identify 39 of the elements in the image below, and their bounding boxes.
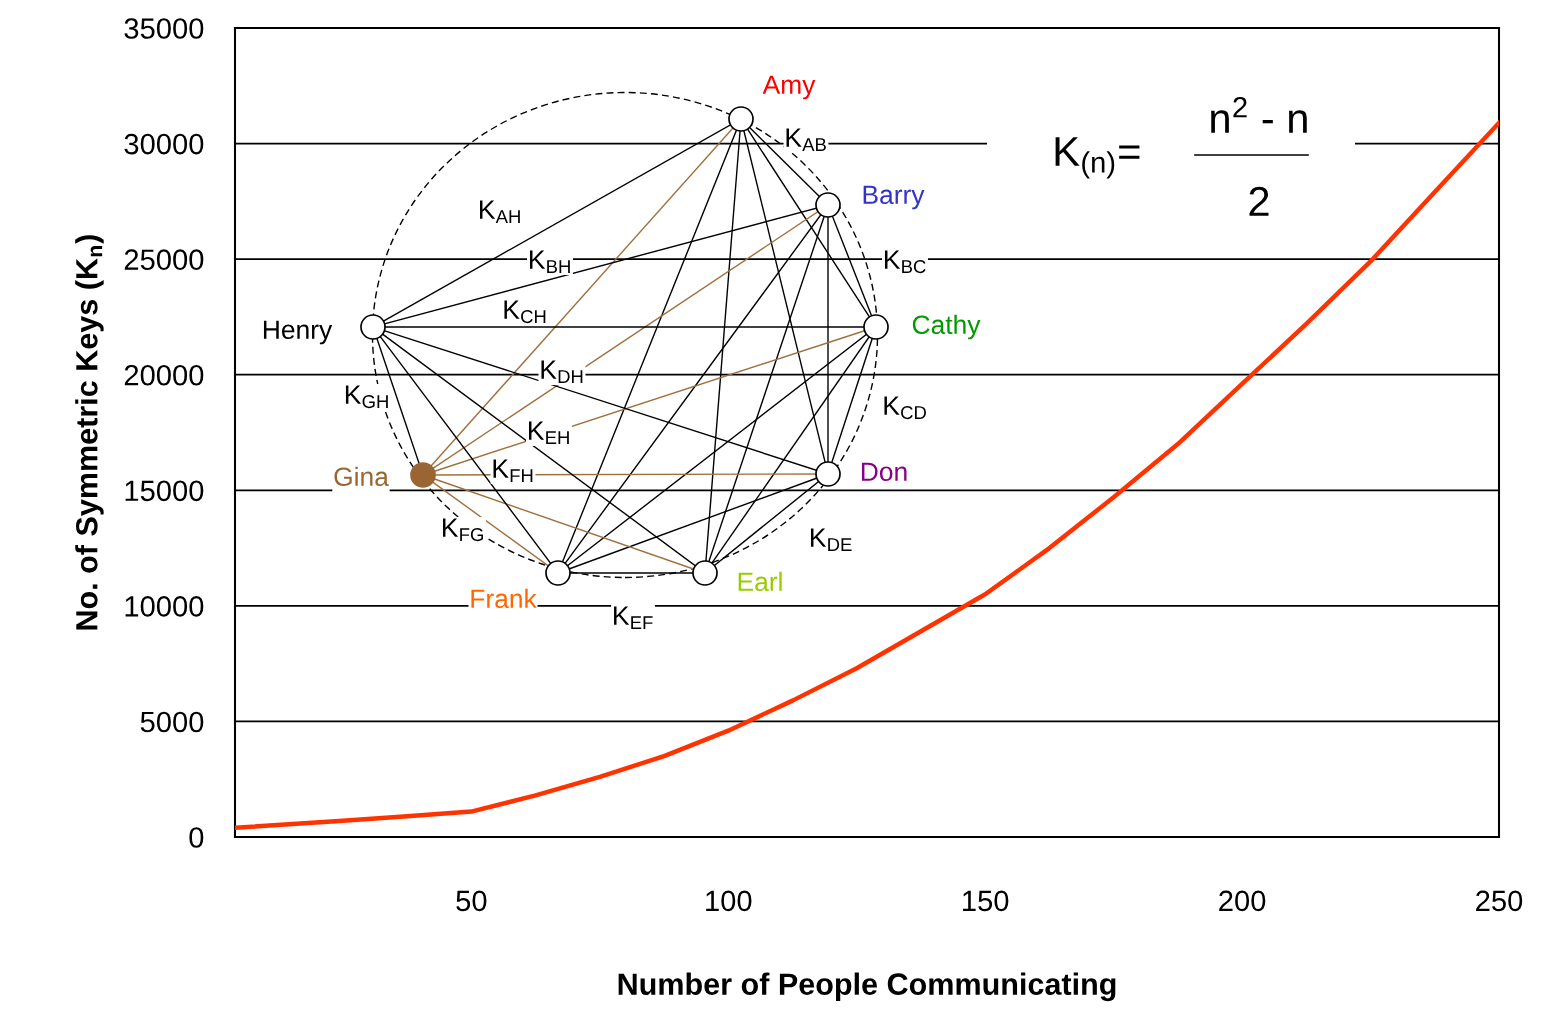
annotation: Cathy [912, 314, 981, 340]
y-tick-label: 10000 [125, 596, 204, 617]
annotation: n$^{2}$ - n [1211, 96, 1307, 133]
annotation: K$_{DH}$ [541, 360, 583, 383]
y-tick-label: 20000 [124, 364, 204, 386]
y-tick-label: 25000 [124, 249, 204, 270]
x-tick-label: 150 [963, 890, 1009, 912]
annotation: Barry [863, 185, 925, 210]
x-tick-label: 50 [456, 890, 487, 912]
annotation: K$_{DE}$ [811, 528, 852, 551]
annotation: K$_{CD}$ [884, 396, 926, 420]
x-axis-title: Number of People Communicating [618, 972, 1116, 1002]
annotation: Gina [334, 466, 389, 487]
annotation: Amy [762, 75, 816, 100]
annotation: K$_{AB}$ [786, 128, 826, 151]
annotation: K$_{EF}$ [614, 606, 653, 629]
y-tick-label: 5000 [140, 711, 204, 733]
y-axis-title: No. of Symmetric Keys (K$_{n}$) [75, 235, 104, 630]
y-tick-label: 30000 [124, 133, 204, 155]
y-tick-label: 0 [189, 827, 204, 848]
annotation: K$_{FH}$ [493, 459, 533, 482]
annotation: Henry [263, 320, 333, 345]
annotation: K$_{AH}$ [480, 200, 520, 223]
annotation: K$_{BH}$ [530, 250, 570, 273]
annotation: K$_{EH}$ [529, 421, 569, 444]
annotation: K$_{GH}$ [345, 385, 388, 409]
annotation: Earl [738, 571, 782, 592]
annotation: K$_{CH}$ [504, 300, 546, 324]
annotation: K$_{(n)}$= [1055, 137, 1140, 179]
annotation: Don [861, 462, 907, 482]
x-tick-label: 200 [1219, 890, 1266, 912]
x-tick-label: 100 [706, 890, 752, 912]
annotation: 2 [1249, 186, 1269, 216]
y-tick-label: 35000 [124, 18, 204, 39]
x-tick-label: 250 [1476, 890, 1523, 912]
y-tick-label: 15000 [125, 480, 204, 502]
annotation: K$_{FG}$ [443, 518, 483, 542]
annotation: K$_{BC}$ [885, 250, 926, 274]
annotation: Frank [471, 588, 537, 609]
